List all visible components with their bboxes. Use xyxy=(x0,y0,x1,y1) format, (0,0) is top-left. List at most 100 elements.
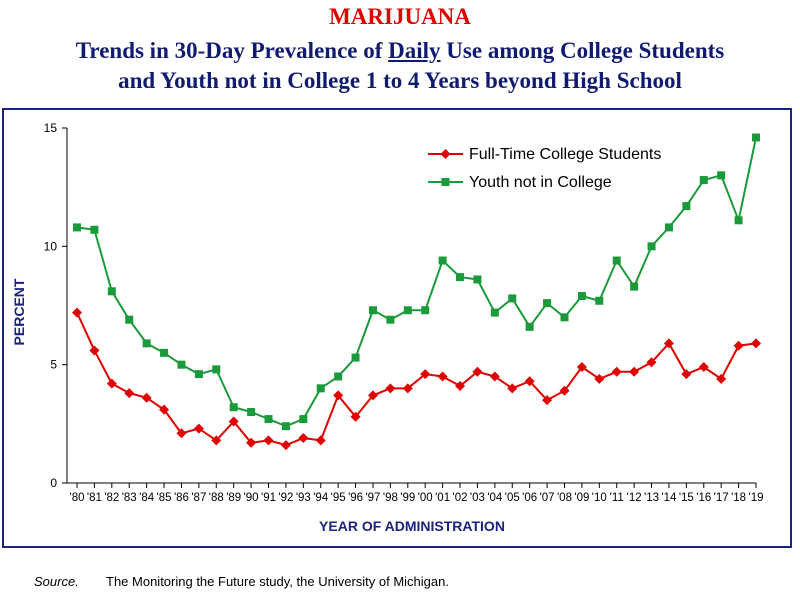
x-tick-label: '83 xyxy=(122,492,137,504)
data-point-college xyxy=(611,366,622,377)
data-point-college xyxy=(124,388,135,399)
data-point-noncollege xyxy=(630,282,639,291)
data-point-noncollege xyxy=(438,256,447,265)
y-tick-label: 10 xyxy=(44,239,58,253)
data-point-college xyxy=(646,357,657,368)
x-tick-label: '04 xyxy=(487,492,503,504)
data-point-noncollege xyxy=(525,322,534,331)
x-tick-label: '00 xyxy=(418,492,433,504)
data-point-noncollege xyxy=(194,370,203,379)
data-point-college xyxy=(542,395,553,406)
x-tick-label: '90 xyxy=(244,492,259,504)
x-tick-label: '03 xyxy=(470,492,485,504)
x-tick-label: '91 xyxy=(261,492,276,504)
x-tick-label: '09 xyxy=(574,492,589,504)
chart-series xyxy=(72,133,761,451)
data-point-noncollege xyxy=(281,422,290,431)
data-point-noncollege xyxy=(299,415,308,424)
data-point-college xyxy=(211,435,222,446)
data-point-college xyxy=(333,390,344,401)
chart-frame xyxy=(2,108,792,548)
legend-label: Youth not in College xyxy=(469,174,612,191)
subtitle-suffix: Use among College Students xyxy=(440,38,725,63)
x-tick-label: '92 xyxy=(278,492,293,504)
x-tick-label: '10 xyxy=(592,492,607,504)
data-point-noncollege xyxy=(699,176,708,185)
data-point-noncollege xyxy=(403,306,412,315)
y-tick-label: 0 xyxy=(50,476,57,490)
data-point-college xyxy=(524,376,535,387)
data-point-college xyxy=(420,369,431,380)
data-point-noncollege xyxy=(247,408,256,416)
x-tick-label: '16 xyxy=(696,492,711,504)
data-point-college xyxy=(681,369,692,380)
data-point-college xyxy=(472,366,483,377)
x-tick-label: '08 xyxy=(557,492,572,504)
x-tick-label: '93 xyxy=(296,492,311,504)
data-point-noncollege xyxy=(368,306,377,315)
data-point-noncollege xyxy=(212,365,221,374)
data-point-college xyxy=(629,366,640,377)
data-point-college xyxy=(350,411,361,422)
data-point-college xyxy=(489,371,500,382)
x-tick-label: '86 xyxy=(174,492,189,504)
x-tick-label: '05 xyxy=(505,492,520,504)
data-point-college xyxy=(367,390,378,401)
data-point-college xyxy=(716,373,727,384)
x-tick-label: '07 xyxy=(540,492,555,504)
x-tick-label: '80 xyxy=(70,492,85,504)
data-point-college xyxy=(507,383,518,394)
data-point-noncollege xyxy=(177,360,186,369)
data-point-college xyxy=(576,362,587,373)
data-point-college xyxy=(298,433,309,444)
data-point-college xyxy=(455,380,466,391)
data-point-noncollege xyxy=(647,242,656,251)
x-tick-label: '97 xyxy=(365,492,380,504)
data-point-college xyxy=(751,338,761,349)
chart-legend: Full-Time College Students Youth not in C… xyxy=(428,146,661,191)
x-tick-label: '17 xyxy=(714,492,729,504)
x-tick-label: '18 xyxy=(731,492,746,504)
x-tick-label: '84 xyxy=(139,492,155,504)
data-point-noncollege xyxy=(664,223,673,232)
data-point-noncollege xyxy=(543,299,552,308)
data-point-noncollege xyxy=(160,348,169,357)
data-point-noncollege xyxy=(682,202,691,211)
x-tick-label: '19 xyxy=(749,492,764,504)
y-axis-label: PERCENT xyxy=(11,278,27,345)
source-label: Source. xyxy=(34,574,79,589)
y-tick-label: 15 xyxy=(44,121,58,135)
x-tick-label: '12 xyxy=(627,492,642,504)
legend-marker xyxy=(441,178,450,186)
data-point-college xyxy=(559,385,570,396)
data-point-noncollege xyxy=(316,384,325,393)
data-point-noncollege xyxy=(334,372,343,381)
x-tick-label: '02 xyxy=(453,492,468,504)
x-axis-label: YEAR OF ADMINISTRATION xyxy=(319,518,505,534)
chart-title: MARIJUANA xyxy=(329,4,471,29)
data-point-college xyxy=(698,362,709,373)
data-point-noncollege xyxy=(142,339,151,348)
x-tick-label: '15 xyxy=(679,492,694,504)
source-note: Source. The Monitoring the Future study, … xyxy=(34,574,449,589)
x-tick-label: '81 xyxy=(87,492,102,504)
data-point-noncollege xyxy=(386,315,395,324)
data-point-college xyxy=(106,378,117,389)
x-tick-label: '14 xyxy=(661,492,677,504)
data-point-noncollege xyxy=(577,292,586,301)
x-tick-label: '85 xyxy=(157,492,172,504)
x-tick-label: '98 xyxy=(383,492,398,504)
data-point-noncollege xyxy=(490,308,499,317)
data-point-noncollege xyxy=(473,275,482,284)
data-point-noncollege xyxy=(264,415,273,424)
data-point-college xyxy=(663,338,674,349)
x-tick-label: '13 xyxy=(644,492,659,504)
data-point-noncollege xyxy=(717,171,726,180)
data-point-noncollege xyxy=(752,133,760,142)
data-point-college xyxy=(228,416,239,427)
legend-label: Full-Time College Students xyxy=(469,146,661,163)
x-tick-label: '96 xyxy=(348,492,363,504)
data-point-college xyxy=(246,437,257,448)
